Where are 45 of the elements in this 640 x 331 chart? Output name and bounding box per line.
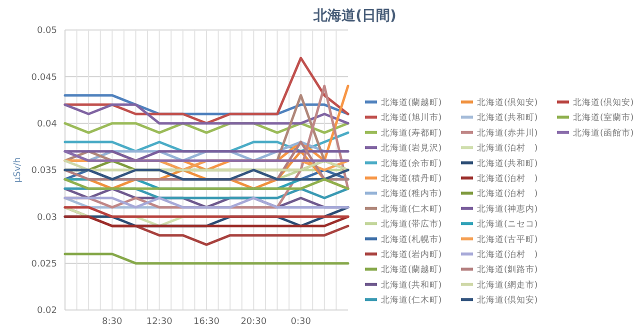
legend-label: 北海道(倶知安) xyxy=(477,294,538,306)
y-tick-label: 0.03 xyxy=(36,212,57,223)
y-tick-label: 0.035 xyxy=(31,166,57,176)
y-tick-label: 0.02 xyxy=(36,306,57,316)
legend-label: 北海道(泊村 ) xyxy=(477,172,538,184)
legend-label: 北海道(稚内市) xyxy=(381,188,442,200)
legend-label: 北海道(蘭越町) xyxy=(381,96,442,108)
legend-label: 北海道(仁木町) xyxy=(381,203,442,214)
x-tick-label: 8:30 xyxy=(102,317,123,328)
legend-label: 北海道(泊村 ) xyxy=(477,248,538,260)
legend-label: 北海道(岩見沢) xyxy=(381,142,442,154)
y-tick-label: 0.04 xyxy=(36,119,58,130)
legend-label: 北海道(岩内町) xyxy=(381,248,442,260)
legend-label: 北海道(泊村 ) xyxy=(477,188,538,200)
legend-label: 北海道(仁木町) xyxy=(381,294,442,306)
y-tick-label: 0.05 xyxy=(36,26,57,36)
legend-label: 北海道(共和町) xyxy=(477,112,538,124)
y-tick-label: 0.045 xyxy=(31,72,57,83)
legend-label: 北海道(共和町) xyxy=(477,158,538,169)
legend-label: 北海道(旭川市) xyxy=(381,112,442,124)
legend-label: 北海道(室蘭市) xyxy=(573,112,634,124)
x-tick-label: 12:30 xyxy=(146,317,173,328)
legend-label: 北海道(神恵内) xyxy=(477,203,538,214)
legend-label: 北海道(寿都町) xyxy=(381,127,442,138)
y-axis-title: μSv/h xyxy=(13,157,23,183)
x-tick-label: 0:30 xyxy=(290,317,312,328)
legend-label: 北海道(倶知安) xyxy=(477,96,538,108)
legend-label: 北海道(札幌市) xyxy=(381,234,442,245)
legend-label: 北海道(余市町) xyxy=(381,158,442,169)
legend-label: 北海道(赤井川) xyxy=(477,127,538,138)
legend-label: 北海道(泊村 ) xyxy=(477,142,538,154)
legend-label: 北海道(ニセコ) xyxy=(477,218,538,230)
legend-label: 北海道(蘭越町) xyxy=(381,264,442,276)
legend-label: 北海道(古平町) xyxy=(477,234,538,245)
legend-label: 北海道(倶知安) xyxy=(573,96,634,108)
chart-title: 北海道(日間) xyxy=(312,8,396,24)
legend-label: 北海道(共和町) xyxy=(381,279,442,290)
y-tick-label: 0.025 xyxy=(31,259,57,270)
legend-label: 北海道(網走市) xyxy=(477,279,538,290)
legend-label: 北海道(帯広市) xyxy=(381,218,442,230)
legend-label: 北海道(釧路市) xyxy=(477,264,538,276)
x-tick-label: 20:30 xyxy=(240,317,267,328)
legend-label: 北海道(積丹町) xyxy=(381,172,442,184)
x-tick-label: 16:30 xyxy=(194,317,220,328)
legend-label: 北海道(函館市) xyxy=(573,127,634,138)
